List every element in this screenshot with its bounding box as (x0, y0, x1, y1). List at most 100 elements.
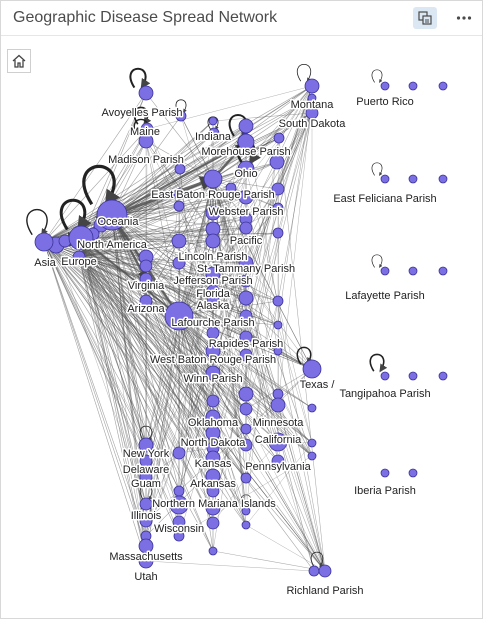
network-node[interactable] (205, 205, 221, 221)
network-node[interactable] (272, 202, 284, 214)
node-north-dakota[interactable] (205, 425, 221, 441)
network-node[interactable] (139, 514, 153, 528)
node-illinois[interactable] (139, 497, 153, 511)
node-kansas[interactable] (205, 450, 221, 466)
network-node[interactable] (240, 472, 252, 484)
node-rapides[interactable] (239, 330, 253, 344)
node-oklahoma[interactable] (205, 409, 221, 425)
network-node[interactable] (308, 565, 320, 577)
node-wisconsin[interactable] (172, 515, 186, 529)
network-node[interactable] (408, 468, 418, 478)
node-tangipahoa[interactable] (380, 371, 390, 381)
node-puerto-rico[interactable] (380, 81, 390, 91)
node-pennsylvania[interactable] (271, 454, 285, 468)
node-jefferson[interactable] (205, 266, 221, 282)
node-massachusetts[interactable] (138, 538, 154, 554)
node-iberia[interactable] (380, 468, 390, 478)
node-madison[interactable] (138, 133, 154, 149)
node-alaska[interactable] (206, 294, 220, 308)
network-node[interactable] (269, 154, 285, 170)
node-avoyelles[interactable] (138, 85, 154, 101)
node-north-america[interactable] (68, 225, 94, 251)
network-node[interactable] (239, 348, 253, 362)
network-node[interactable] (206, 516, 220, 530)
network-node[interactable] (205, 500, 221, 516)
network-node[interactable] (208, 546, 218, 556)
node-arkansas[interactable] (205, 468, 221, 484)
node-guam[interactable] (139, 470, 153, 484)
network-node[interactable] (208, 116, 218, 126)
network-node[interactable] (307, 403, 317, 413)
network-node[interactable] (241, 520, 251, 530)
network-node[interactable] (206, 326, 220, 340)
network-node[interactable] (273, 346, 283, 356)
network-node[interactable] (171, 233, 187, 249)
network-node[interactable] (239, 274, 253, 288)
network-node[interactable] (173, 485, 185, 497)
node-northern-mariana[interactable] (169, 495, 189, 515)
network-node[interactable] (272, 295, 284, 307)
node-lincoln[interactable] (205, 233, 221, 249)
network-node[interactable] (438, 81, 448, 91)
network-node[interactable] (273, 320, 283, 330)
network-node[interactable] (173, 200, 185, 212)
network-node[interactable] (239, 309, 253, 323)
node-texas[interactable] (302, 359, 322, 379)
node-ohio[interactable] (237, 160, 255, 178)
network-node[interactable] (173, 530, 185, 542)
node-montana[interactable] (304, 78, 320, 94)
network-node[interactable] (408, 81, 418, 91)
node-asia[interactable] (34, 232, 54, 252)
node-west-baton-rouge[interactable] (205, 343, 221, 359)
network-node[interactable] (273, 132, 285, 144)
network-node[interactable] (239, 438, 253, 452)
network-node[interactable] (438, 174, 448, 184)
network-node[interactable] (174, 163, 186, 175)
node-webster[interactable] (238, 189, 254, 205)
network-node[interactable] (307, 451, 317, 461)
node-indiana[interactable] (208, 127, 220, 139)
node-east-baton-rouge[interactable] (203, 169, 223, 189)
node-new-york[interactable] (138, 437, 154, 453)
node-lafourche[interactable] (164, 301, 194, 331)
node-utah[interactable] (138, 553, 154, 569)
network-node[interactable] (139, 259, 153, 273)
node-south-dakota[interactable] (305, 106, 319, 120)
network-node[interactable] (206, 394, 220, 408)
node-oceania[interactable] (96, 199, 128, 231)
network-node[interactable] (238, 386, 254, 402)
node-lafayette[interactable] (380, 266, 390, 276)
node-richland[interactable] (318, 564, 332, 578)
node-winn[interactable] (205, 365, 221, 381)
network-node[interactable] (408, 174, 418, 184)
network-node[interactable] (240, 423, 252, 435)
network-node[interactable] (307, 438, 317, 448)
node-virginia[interactable] (139, 272, 153, 286)
network-node[interactable] (175, 110, 187, 122)
network-node[interactable] (238, 290, 254, 306)
network-node[interactable] (438, 266, 448, 276)
network-node[interactable] (438, 371, 448, 381)
node-st-tammany[interactable] (238, 255, 254, 271)
node-east-feliciana[interactable] (380, 174, 390, 184)
network-node[interactable] (272, 227, 284, 239)
network-node[interactable] (272, 388, 284, 400)
network-node[interactable] (408, 266, 418, 276)
network-node[interactable] (206, 484, 220, 498)
node-pacific[interactable] (239, 221, 253, 235)
node-california[interactable] (268, 432, 288, 452)
network-node[interactable] (408, 371, 418, 381)
network-node[interactable] (241, 506, 251, 516)
network-node[interactable] (271, 182, 285, 196)
node-europe[interactable] (72, 250, 86, 264)
network-node[interactable] (239, 402, 253, 416)
node-morehouse[interactable] (237, 133, 255, 151)
network-node[interactable] (238, 118, 254, 134)
network-node[interactable] (173, 188, 185, 200)
node-minnesota[interactable] (270, 397, 286, 413)
network-node[interactable] (307, 93, 317, 103)
network-node[interactable] (225, 182, 237, 194)
network-node[interactable] (172, 256, 186, 270)
home-button[interactable] (7, 49, 31, 73)
